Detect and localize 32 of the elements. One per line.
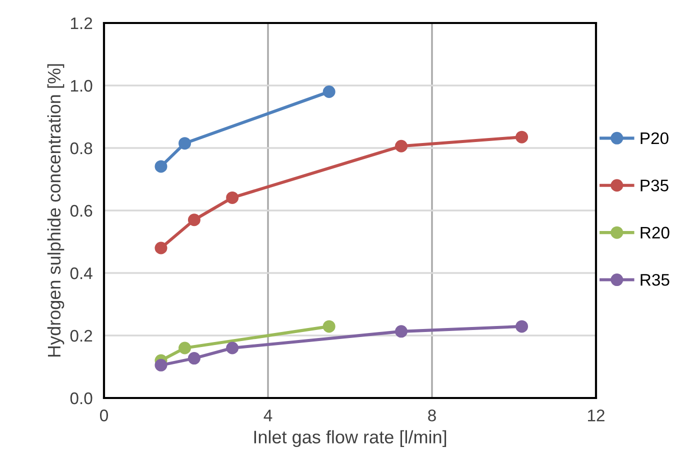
point (322, 320, 336, 333)
x-tick-label: 0 (100, 410, 108, 422)
point (395, 325, 408, 338)
x-tick-label: 8 (428, 410, 436, 422)
point (395, 140, 408, 152)
point (516, 320, 528, 333)
point (178, 137, 192, 150)
point (154, 160, 168, 173)
point (226, 342, 239, 354)
x-tick-label: 12 (588, 410, 604, 422)
y-tick-label: 0.4 (70, 267, 92, 280)
point (188, 352, 200, 365)
y-tick-label: 1.0 (70, 80, 92, 92)
y-tick-label: 0.8 (70, 142, 92, 154)
x-tick-label: 4 (264, 410, 272, 422)
x-axis-title: Inlet gas flow rate [l/min] (254, 430, 446, 448)
legend-label: R20 (640, 226, 670, 239)
point (516, 130, 528, 144)
y-tick-label: 1.2 (70, 17, 92, 30)
y-tick-label: 0.6 (70, 204, 92, 217)
legend-label: R35 (640, 274, 670, 286)
point (154, 358, 168, 372)
y-axis-title: Hydrogen sulphide concentration [%] (47, 64, 64, 357)
point (188, 214, 200, 226)
point (154, 242, 168, 254)
y-tick-label: 0.0 (70, 392, 92, 404)
legend-label: P20 (640, 132, 668, 144)
legend-label: P35 (640, 180, 668, 192)
point (226, 191, 239, 204)
point (178, 342, 192, 354)
point (322, 86, 336, 98)
y-tick-label: 0.2 (70, 330, 92, 342)
